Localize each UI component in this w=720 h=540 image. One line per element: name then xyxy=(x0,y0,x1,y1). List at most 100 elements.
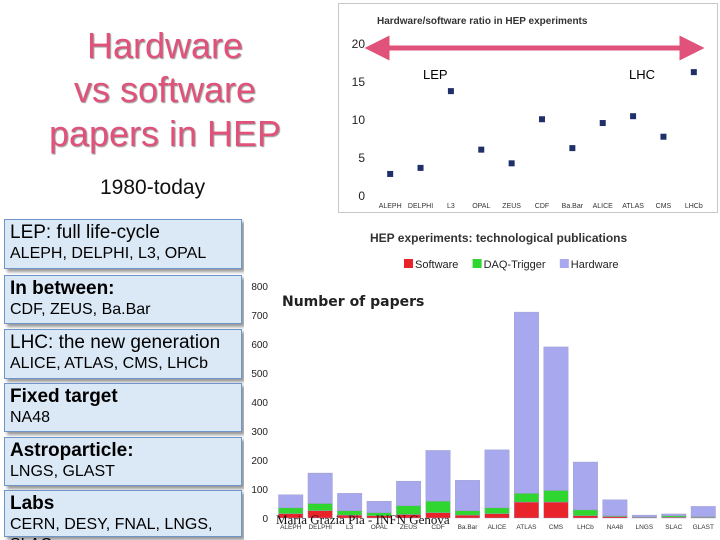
pubs-y-tick-label: 0 xyxy=(262,514,268,525)
bar-segment-hardware xyxy=(396,480,422,507)
title-line-3: papers in HEP xyxy=(48,113,282,154)
ratio-point xyxy=(569,145,576,152)
ratio-x-tick-label: ATLAS xyxy=(622,203,644,210)
ratio-y-tick-label: 20 xyxy=(352,37,366,51)
ratio-point xyxy=(508,160,515,167)
pubs-x-tick-label: LNGS xyxy=(635,524,653,531)
pubs-y-tick-label: 400 xyxy=(251,398,268,409)
bar-segment-daq xyxy=(514,493,539,503)
pubs-y-tick-label: 200 xyxy=(251,456,268,467)
pubs-chart: HEP experiments: technological publicati… xyxy=(251,231,716,531)
ratio-point xyxy=(660,133,667,140)
ratio-x-tick-label: CMS xyxy=(656,203,672,210)
ratio-point xyxy=(599,120,606,127)
box-labs-head: Labs xyxy=(10,493,55,514)
pubs-y-tick-label: 500 xyxy=(251,369,268,380)
ratio-x-tick-label: DELPHI xyxy=(408,203,433,210)
bar-segment-daq xyxy=(455,510,480,516)
bar-segment-software xyxy=(455,514,480,519)
pubs-x-tick-label: OPAL xyxy=(371,524,388,531)
bar-segment-daq xyxy=(661,515,687,518)
annotation-lhc: LHC xyxy=(629,67,655,82)
bar-segment-hardware xyxy=(425,450,451,502)
box-fixed-target: Fixed target NA48 xyxy=(4,383,242,432)
box-lhc-sub: ALICE, ATLAS, CMS, LHCb xyxy=(10,355,208,372)
ratio-point xyxy=(387,170,394,177)
bar-segment-hardware xyxy=(366,500,392,513)
legend-label-hardware: Hardware xyxy=(571,259,619,271)
legend-swatch-daq xyxy=(472,259,482,268)
legend-label-daq: DAQ-Trigger xyxy=(484,259,546,271)
ratio-x-tick-label: ALICE xyxy=(593,203,614,210)
bar-segment-hardware xyxy=(602,499,628,516)
bar-segment-hardware xyxy=(661,513,687,516)
pubs-x-tick-label: ATLAS xyxy=(516,524,537,531)
pubs-y-tick-label: 800 xyxy=(251,282,268,293)
pubs-y-tick-label: 700 xyxy=(251,311,268,322)
ratio-y-tick-label: 15 xyxy=(352,75,366,89)
pubs-y-tick-label: 600 xyxy=(251,340,268,351)
slide-footer: Maria Grazia Pia - INFN Genova xyxy=(276,512,450,527)
box-labs: Labs CERN, DESY, FNAL, LNGS, SLAC xyxy=(4,490,242,540)
box-lep-head-rest: : full life-cycle xyxy=(45,222,160,243)
box-lhc-head-rest: : the new generation xyxy=(48,332,221,353)
pubs-x-tick-label: ALICE xyxy=(488,524,507,531)
box-lep-head: LEP xyxy=(10,222,46,243)
slide-subtitle: 1980-today xyxy=(100,176,206,199)
bar-segment-hardware xyxy=(690,506,716,517)
bar-segment-hardware xyxy=(484,449,510,509)
ratio-point xyxy=(630,113,637,120)
pubs-x-tick-label: Ba.Bar xyxy=(458,524,479,531)
ratio-point xyxy=(478,146,485,153)
pubs-x-tick-label: NA48 xyxy=(607,524,624,531)
pubs-chart-title: HEP experiments: technological publicati… xyxy=(370,231,627,245)
bar-segment-software xyxy=(572,515,598,519)
bar-segment-daq xyxy=(484,507,510,514)
bar-segment-hardware xyxy=(631,514,657,518)
bar-segment-hardware xyxy=(278,494,304,509)
box-astroparticle-head: Astroparticle: xyxy=(10,440,134,461)
bar-segment-hardware xyxy=(543,346,569,491)
pubs-x-tick-label: CDF xyxy=(431,524,444,531)
ratio-x-tick-label: ALEPH xyxy=(379,203,402,210)
ratio-y-tick-label: 5 xyxy=(358,151,365,165)
ratio-point xyxy=(690,69,697,76)
pubs-y-tick-label: 300 xyxy=(251,427,268,438)
bar-segment-daq xyxy=(572,509,598,516)
pubs-y-axis-label: Number of papers xyxy=(282,294,424,310)
legend-swatch-software xyxy=(404,259,413,268)
pubs-x-tick-label: ALEPH xyxy=(280,524,302,531)
ratio-point xyxy=(447,88,454,95)
bar-segment-software xyxy=(543,501,569,519)
box-fixed-target-head: Fixed target xyxy=(10,386,118,407)
ratio-point xyxy=(539,116,545,123)
title-line-2: vs software xyxy=(73,69,257,110)
box-astroparticle: Astroparticle: LNGS, GLAST xyxy=(4,437,242,486)
bar-segment-hardware xyxy=(337,493,363,511)
pubs-x-tick-label: L3 xyxy=(346,524,354,531)
bar-segment-hardware xyxy=(572,461,598,511)
box-lep: LEP: full life-cycle ALEPH, DELPHI, L3, … xyxy=(4,219,242,269)
title-line-1: Hardware xyxy=(86,25,244,66)
box-labs-sub: CERN, DESY, FNAL, LNGS, SLAC xyxy=(10,516,213,540)
ratio-x-tick-label: Ba.Bar xyxy=(562,203,584,210)
box-lep-sub: ALEPH, DELPHI, L3, OPAL xyxy=(10,245,207,262)
box-fixed-target-sub: NA48 xyxy=(10,409,51,426)
legend-swatch-hardware xyxy=(559,259,569,268)
bar-segment-software xyxy=(602,516,628,519)
ratio-point xyxy=(417,164,424,171)
bar-segment-hardware xyxy=(307,472,333,504)
bar-segment-software xyxy=(484,513,510,519)
ratio-chart-frame: Hardware/software ratio in HEP experimen… xyxy=(338,3,718,213)
ratio-chart-title: Hardware/software ratio in HEP experimen… xyxy=(377,16,588,27)
bar-segment-hardware xyxy=(455,480,480,511)
pubs-x-tick-label: LHCb xyxy=(577,524,594,531)
box-in-between-sub: CDF, ZEUS, Ba.Bar xyxy=(10,301,151,318)
ratio-x-tick-label: L3 xyxy=(447,203,455,210)
pubs-x-tick-label: ZEUS xyxy=(400,524,418,531)
pubs-x-tick-label: CMS xyxy=(549,524,564,531)
pubs-x-tick-label: SLAC xyxy=(665,524,682,531)
box-astroparticle-sub: LNGS, GLAST xyxy=(10,463,115,480)
bar-segment-daq xyxy=(307,503,333,511)
box-in-between-head: In between: xyxy=(10,278,115,299)
